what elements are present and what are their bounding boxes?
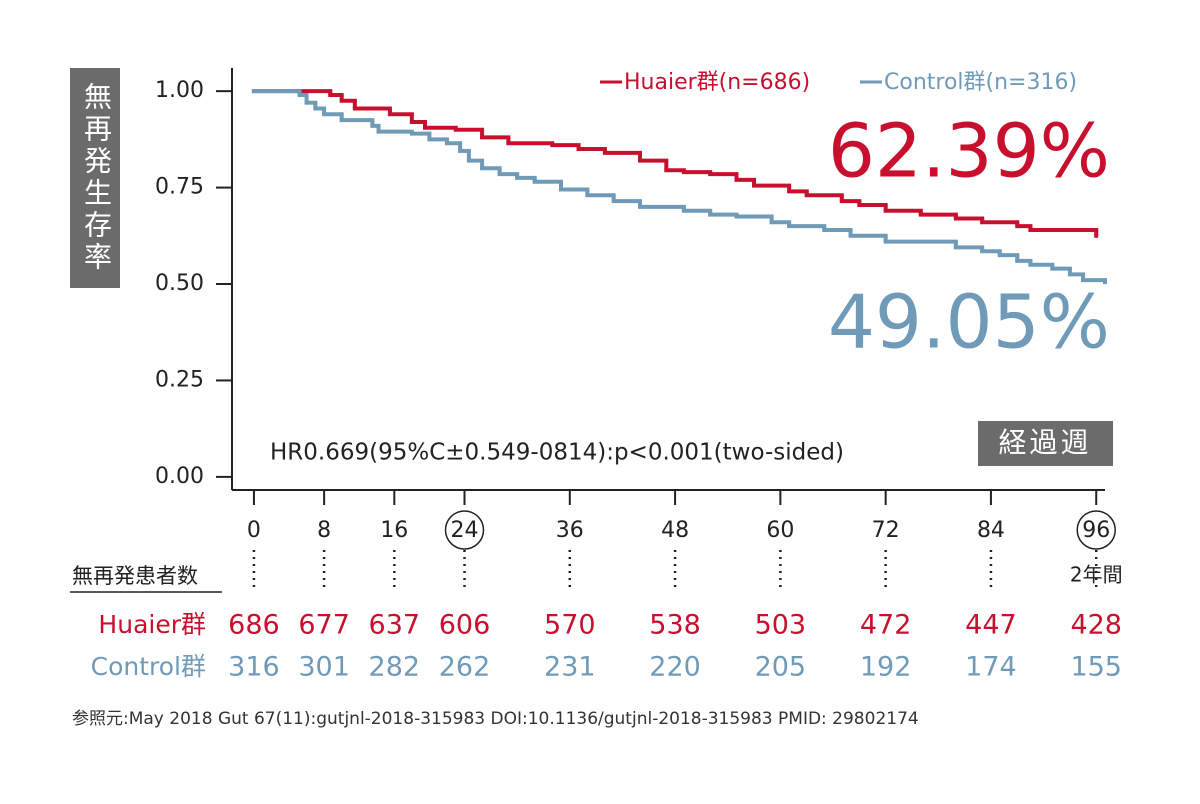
risk-value: 637 [369,610,421,641]
x-tick-label: 60 [766,518,794,543]
risk-value: 301 [298,652,350,683]
risk-value: 282 [369,652,421,683]
risk-value: 472 [860,610,912,641]
y-label-box [70,68,120,288]
y-tick-label: 0.50 [155,271,204,296]
risk-value: 570 [544,610,596,641]
risk-value: 155 [1070,652,1122,683]
x-tick-label: 0 [247,518,261,543]
x-tick-label: 48 [661,518,689,543]
y-tick-label: 0.75 [155,175,204,200]
risk-value: 316 [228,652,280,683]
x-label-box [978,421,1113,466]
y-tick-label: 0.00 [155,464,204,489]
x-tick-label: 8 [317,518,331,543]
risk-table-title: 無再発患者数 [72,564,198,588]
final-rate: 62.39% [828,108,1110,194]
risk-value: 262 [439,652,491,683]
x-tick-label: 24 [451,518,479,543]
y-tick-label: 0.25 [155,367,204,392]
x-tick-label: 96 [1082,518,1110,543]
tick-circle [1076,510,1116,550]
y-axis-label: 無再発生存率 [80,82,113,274]
risk-value: 205 [755,652,807,683]
source-note: 参照元:May 2018 Gut 67(11):gutjnl-2018-3159… [72,709,919,729]
x-tick-label: 36 [556,518,584,543]
y-tick-label: 1.00 [155,78,204,103]
risk-value: 686 [228,610,280,641]
x-tick-note: 2年間 [1070,563,1123,587]
risk-value: 538 [649,610,701,641]
legend-label: Control群(n=316) [884,70,1077,95]
risk-value: 428 [1070,610,1122,641]
final-rate: 49.05% [828,280,1110,366]
risk-value: 231 [544,652,596,683]
legend-label: Huaier群(n=686) [624,70,810,95]
risk-value: 606 [439,610,491,641]
risk-value: 503 [755,610,807,641]
x-tick-label: 16 [380,518,408,543]
annotation: HR0.669(95%C±0.549-0814):p<0.001(two-sid… [270,440,844,466]
x-tick-label: 72 [872,518,900,543]
risk-value: 447 [965,610,1017,641]
x-axis-label: 経過週 [998,426,1091,459]
risk-value: 174 [965,652,1017,683]
x-tick-label: 84 [977,518,1005,543]
risk-value: 192 [860,652,912,683]
risk-row-label: Huaier群 [98,610,206,639]
tick-circle [444,510,485,550]
risk-value: 220 [649,652,701,683]
risk-value: 677 [298,610,350,641]
risk-row-label: Control群 [91,652,206,681]
